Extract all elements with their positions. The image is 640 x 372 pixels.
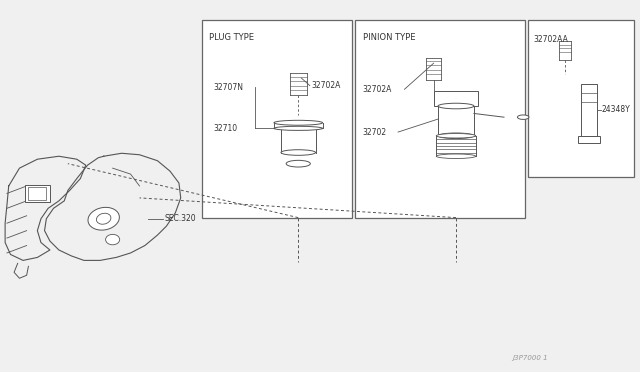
Text: PLUG TYPE: PLUG TYPE	[209, 33, 254, 42]
Text: 24348Y: 24348Y	[602, 105, 630, 114]
Bar	[578, 136, 600, 143]
Ellipse shape	[436, 154, 476, 158]
Bar	[25, 185, 49, 202]
Bar	[581, 84, 596, 136]
Ellipse shape	[106, 234, 120, 245]
Bar	[202, 20, 352, 218]
Ellipse shape	[88, 207, 120, 230]
Ellipse shape	[286, 160, 310, 167]
Bar	[28, 187, 46, 199]
Ellipse shape	[438, 103, 474, 109]
Ellipse shape	[274, 126, 323, 131]
Ellipse shape	[436, 134, 476, 138]
Text: SEC.320: SEC.320	[164, 214, 196, 223]
Ellipse shape	[438, 133, 474, 139]
Text: 32702A: 32702A	[311, 81, 340, 90]
Bar	[355, 20, 525, 218]
Text: J3P7000 1: J3P7000 1	[512, 355, 548, 361]
Ellipse shape	[281, 150, 316, 155]
Text: PINION TYPE: PINION TYPE	[363, 33, 415, 42]
Text: 32710: 32710	[213, 124, 237, 133]
Ellipse shape	[518, 115, 529, 119]
Text: 32702A: 32702A	[363, 85, 392, 94]
Bar	[434, 91, 479, 106]
Text: 32702: 32702	[363, 128, 387, 137]
Bar	[528, 20, 634, 177]
Ellipse shape	[274, 120, 323, 125]
Text: 32702AA: 32702AA	[533, 35, 568, 44]
Ellipse shape	[97, 213, 111, 224]
Text: 32707N: 32707N	[213, 83, 243, 92]
